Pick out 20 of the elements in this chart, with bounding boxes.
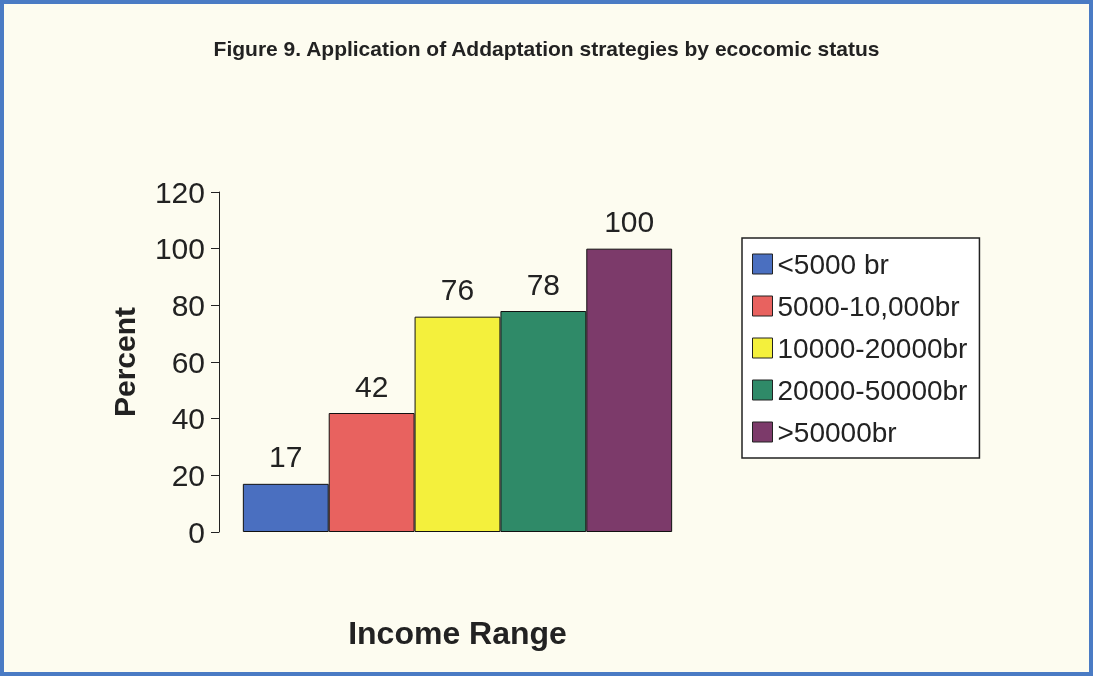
y-tick-label: 0 <box>188 515 205 549</box>
y-tick-label: 80 <box>171 288 205 322</box>
y-tick-label: 120 <box>154 175 205 209</box>
legend-label: 20000-50000br <box>777 374 968 406</box>
x-axis-title: Income Range <box>348 615 567 651</box>
y-tick-label: 20 <box>171 458 205 492</box>
legend-label: 10000-20000br <box>777 332 968 364</box>
y-axis-title: Percent <box>107 306 141 418</box>
chart-title: Figure 9. Application of Addaptation strategies by ecocomic status <box>213 36 880 60</box>
data-label: 78 <box>526 267 561 301</box>
data-label: 17 <box>269 440 303 474</box>
legend-label: <5000 br <box>777 248 889 280</box>
data-label: 76 <box>440 273 475 307</box>
y-tick-label: 40 <box>171 402 205 436</box>
y-tick-label: 100 <box>154 232 205 266</box>
data-label: 100 <box>604 205 655 239</box>
y-tick-label: 60 <box>171 345 205 379</box>
legend-label: 5000-10,000br <box>777 290 960 322</box>
data-label: 42 <box>354 369 389 403</box>
legend-label: >50000br <box>777 416 897 448</box>
